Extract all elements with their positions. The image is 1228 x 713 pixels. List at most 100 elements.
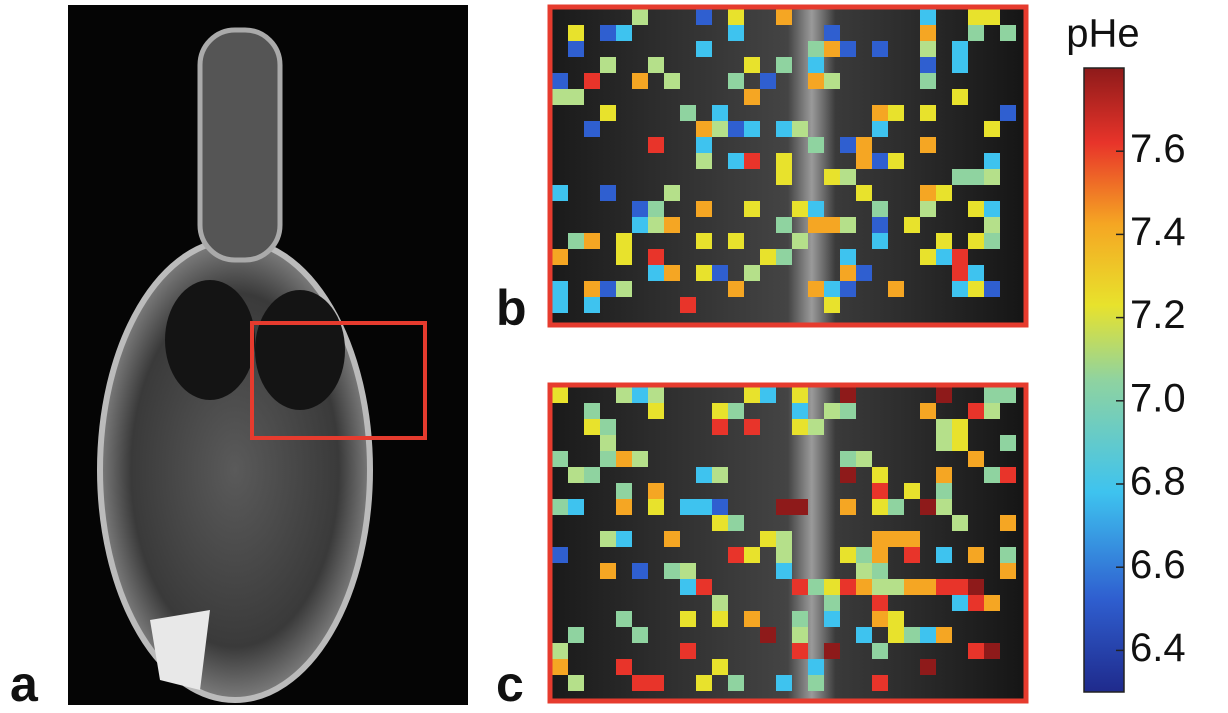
pixel-overlay: [872, 563, 888, 579]
pixel-overlay: [872, 121, 888, 137]
pixel-overlay: [776, 153, 792, 169]
pixel-overlay: [872, 201, 888, 217]
pixel-overlay: [968, 579, 984, 595]
pixel-overlay: [584, 281, 600, 297]
pixel-overlay: [776, 217, 792, 233]
pixel-overlay: [552, 89, 568, 105]
pixel-overlay: [872, 579, 888, 595]
pixel-overlay: [744, 547, 760, 563]
pixel-overlay: [584, 73, 600, 89]
pixel-overlay: [824, 643, 840, 659]
pixel-overlay: [968, 233, 984, 249]
pixel-overlay: [984, 467, 1000, 483]
pixel-overlay: [712, 403, 728, 419]
pixel-overlay: [808, 201, 824, 217]
pixel-overlay: [728, 675, 744, 691]
pixel-overlay: [776, 9, 792, 25]
pixel-overlay: [776, 547, 792, 563]
pixel-overlay: [728, 73, 744, 89]
pixel-overlay: [904, 579, 920, 595]
pixel-overlay: [840, 41, 856, 57]
pixel-overlay: [824, 217, 840, 233]
pixel-overlay: [648, 499, 664, 515]
pixel-overlay: [584, 233, 600, 249]
pixel-overlay: [696, 675, 712, 691]
pixel-overlay: [792, 387, 808, 403]
pixel-overlay: [840, 217, 856, 233]
pixel-overlay: [616, 281, 632, 297]
pixel-overlay: [824, 169, 840, 185]
pixel-overlay: [968, 403, 984, 419]
pixel-overlay: [936, 483, 952, 499]
pixel-overlay: [568, 233, 584, 249]
pixel-overlay: [808, 281, 824, 297]
lung: [255, 290, 345, 410]
pixel-overlay: [856, 563, 872, 579]
pixel-overlay: [840, 387, 856, 403]
pixel-overlay: [952, 89, 968, 105]
pixel-overlay: [840, 451, 856, 467]
pixel-overlay: [984, 233, 1000, 249]
pixel-overlay: [680, 611, 696, 627]
pixel-overlay: [872, 153, 888, 169]
pixel-overlay: [632, 563, 648, 579]
pixel-overlay: [888, 105, 904, 121]
pixel-overlay: [776, 531, 792, 547]
pixel-overlay: [984, 281, 1000, 297]
pixel-overlay: [600, 105, 616, 121]
pixel-overlay: [824, 297, 840, 313]
pixel-overlay: [856, 579, 872, 595]
pixel-overlay: [552, 547, 568, 563]
pixel-overlay: [840, 467, 856, 483]
pixel-overlay: [920, 105, 936, 121]
pixel-overlay: [616, 451, 632, 467]
pixel-overlay: [776, 499, 792, 515]
pixel-overlay: [664, 563, 680, 579]
pixel-overlay: [792, 499, 808, 515]
pixel-overlay: [728, 403, 744, 419]
pixel-overlay: [920, 25, 936, 41]
pixel-overlay: [1000, 387, 1016, 403]
pixel-overlay: [776, 121, 792, 137]
pixel-overlay: [840, 281, 856, 297]
pixel-overlay: [936, 435, 952, 451]
pixel-overlay: [1000, 105, 1016, 121]
panel-label: c: [496, 656, 524, 708]
pixel-overlay: [632, 627, 648, 643]
pixel-overlay: [760, 249, 776, 265]
pixel-overlay: [840, 547, 856, 563]
pixel-overlay: [584, 467, 600, 483]
pixel-overlay: [712, 659, 728, 675]
pixel-overlay: [968, 9, 984, 25]
pixel-overlay: [648, 403, 664, 419]
pixel-overlay: [696, 499, 712, 515]
pixel-overlay: [600, 419, 616, 435]
pixel-overlay: [952, 579, 968, 595]
pixel-overlay: [744, 57, 760, 73]
pixel-overlay: [696, 137, 712, 153]
pixel-overlay: [952, 435, 968, 451]
pixel-overlay: [952, 595, 968, 611]
pixel-overlay: [920, 41, 936, 57]
pixel-overlay: [952, 419, 968, 435]
pixel-overlay: [888, 611, 904, 627]
pixel-overlay: [872, 233, 888, 249]
pixel-overlay: [648, 483, 664, 499]
pixel-overlay: [616, 483, 632, 499]
pixel-overlay: [696, 201, 712, 217]
pixel-overlay: [984, 643, 1000, 659]
pixel-overlay: [840, 249, 856, 265]
pixel-overlay: [792, 201, 808, 217]
pixel-overlay: [680, 297, 696, 313]
figure: a b c pHe 6.46.66.87.07.27.47.6: [0, 0, 1228, 708]
pixel-overlay: [872, 643, 888, 659]
pixel-overlay: [952, 515, 968, 531]
pixel-overlay: [552, 659, 568, 675]
pixel-overlay: [744, 387, 760, 403]
pixel-overlay: [920, 57, 936, 73]
pixel-overlay: [776, 563, 792, 579]
page: {"panels": [{"label": "a"}, {"label": "b…: [0, 0, 1228, 708]
neck: [200, 30, 280, 260]
pixel-overlay: [696, 579, 712, 595]
pixel-overlay: [936, 627, 952, 643]
